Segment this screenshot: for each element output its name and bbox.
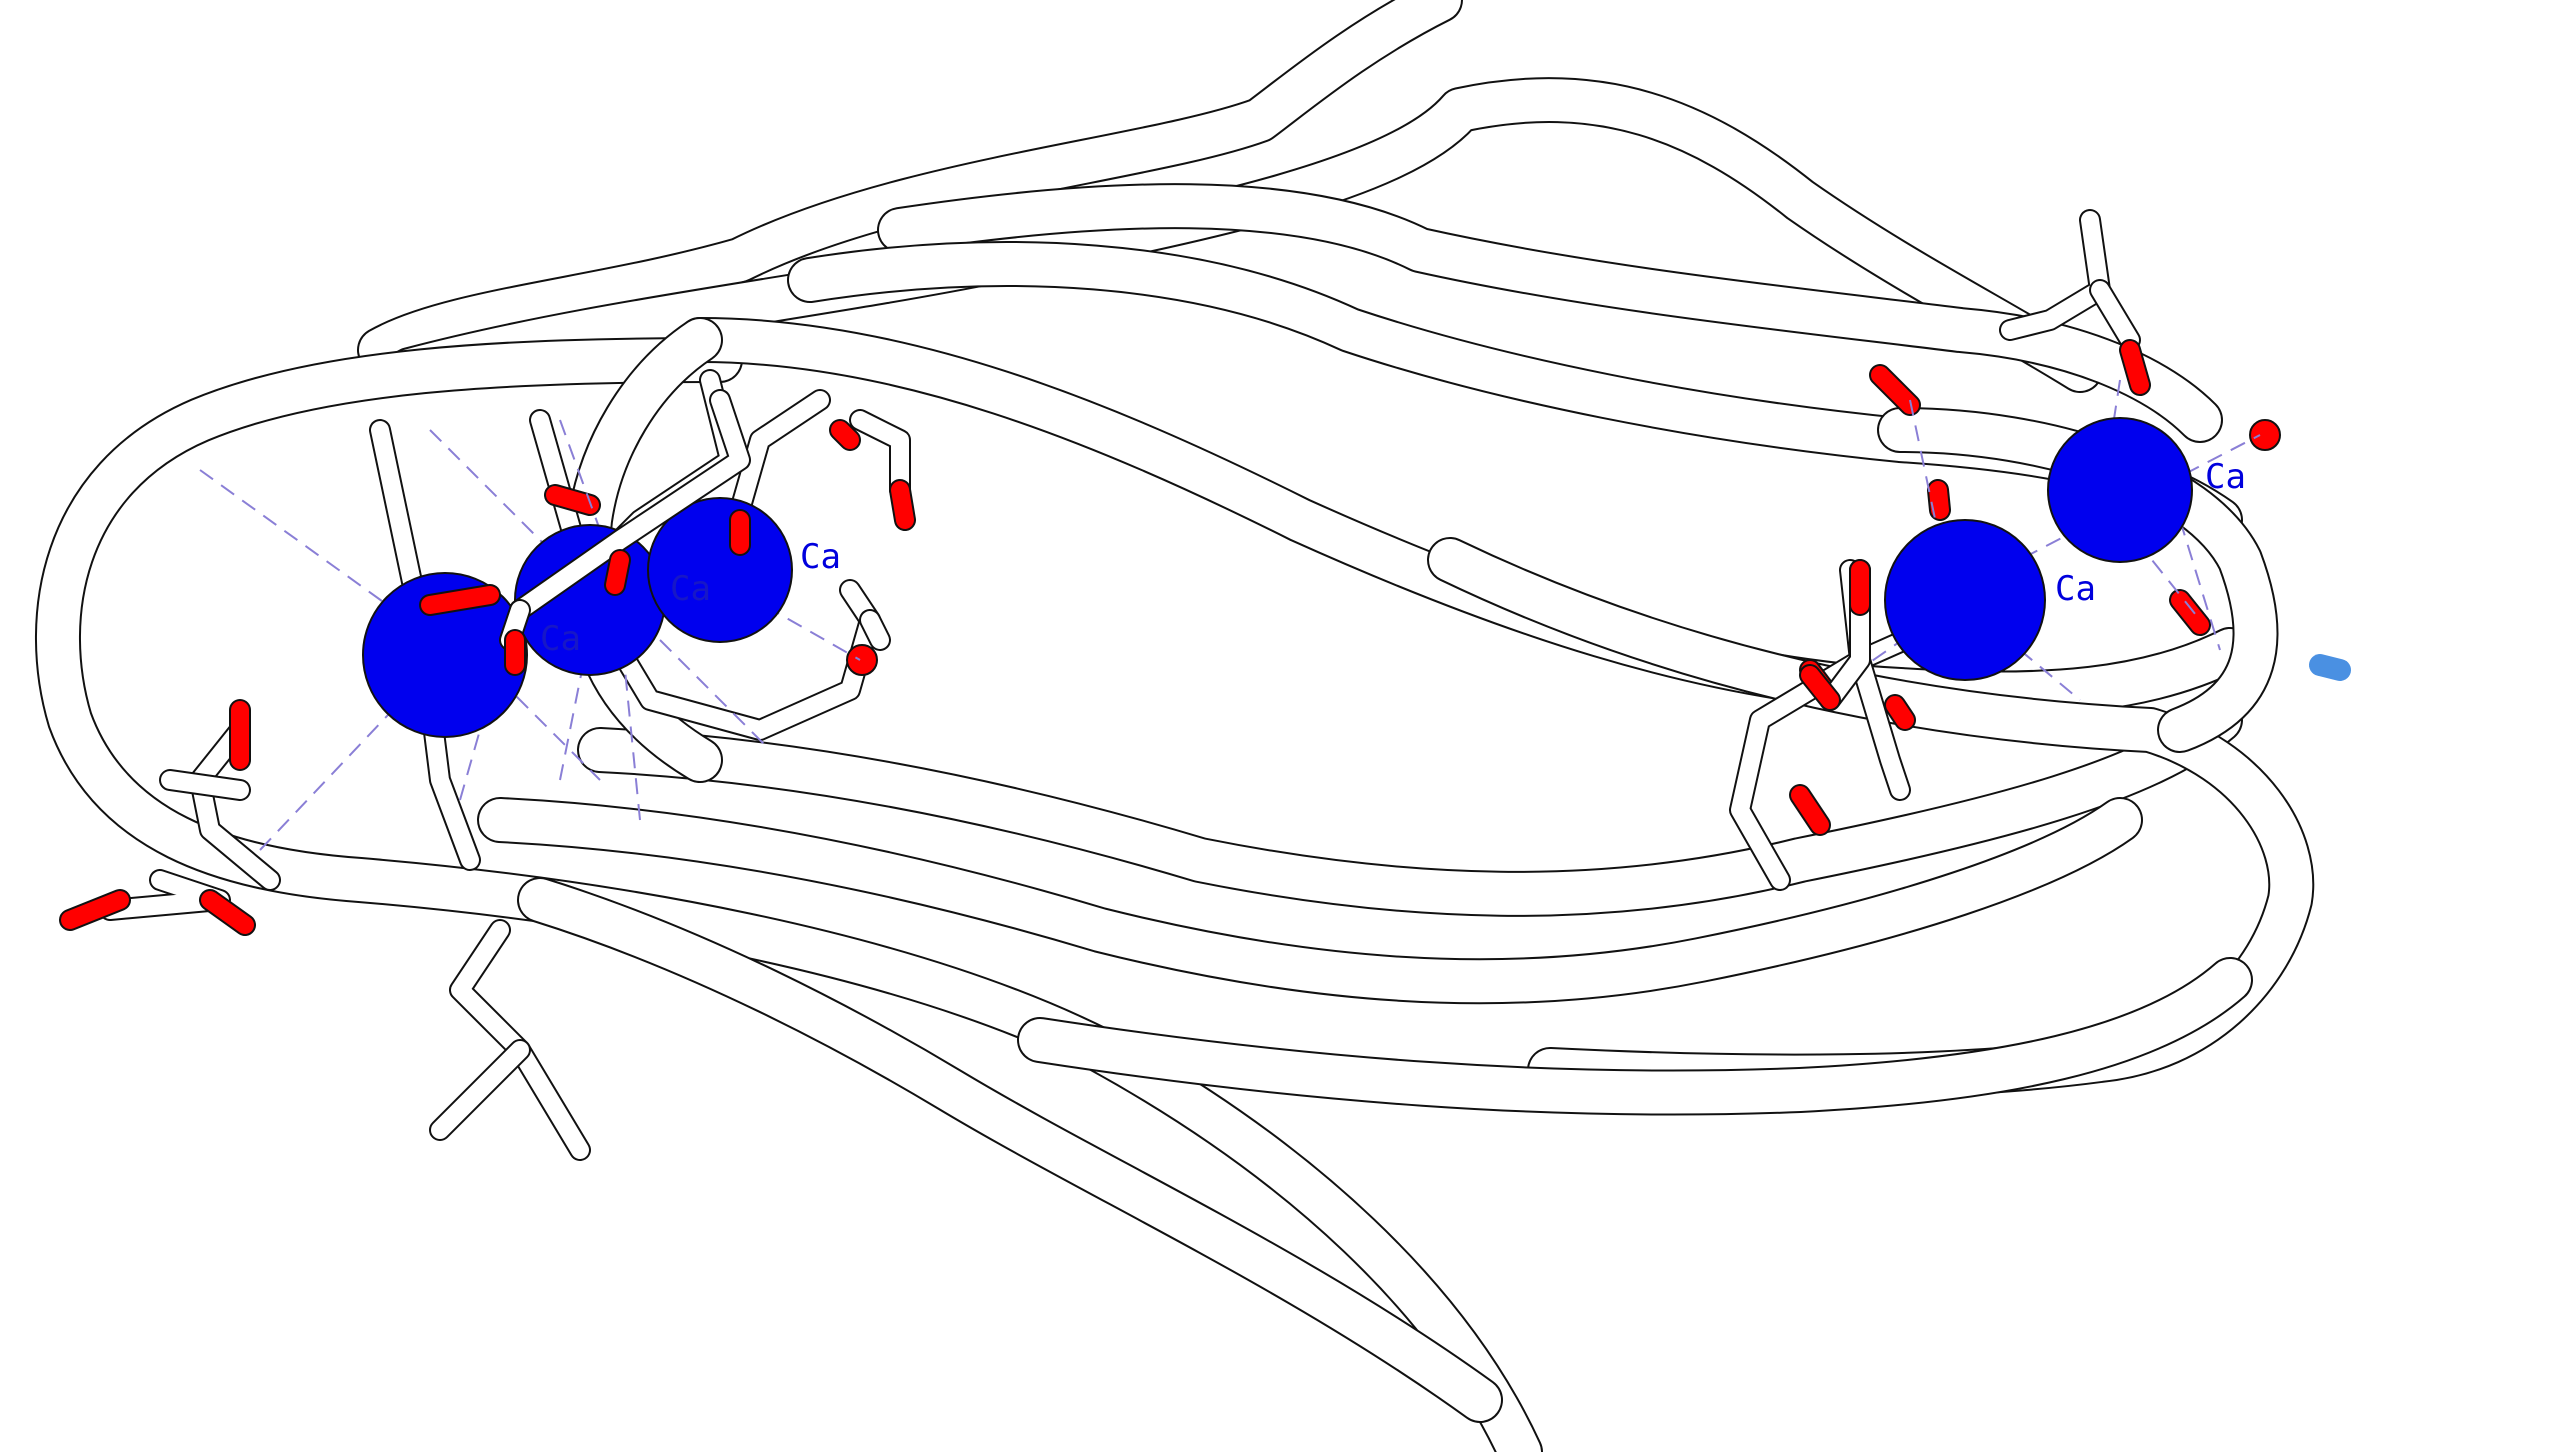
calcium-label-3: Ca — [800, 537, 841, 577]
calcium-ion-3 — [647, 497, 793, 643]
calcium-ions — [362, 417, 2193, 738]
calcium-ion-1 — [362, 572, 528, 738]
calcium-label-4: Ca — [2055, 569, 2096, 609]
calcium-label-2: Ca — [670, 569, 711, 609]
calcium-ion-4 — [1884, 519, 2046, 681]
backbone-ribbons — [34, 0, 2315, 1452]
water-oxygen-right — [2249, 419, 2281, 451]
nitrogen-atom — [2309, 654, 2351, 681]
calcium-label-1: Ca — [540, 619, 581, 659]
water-oxygen-left — [846, 644, 878, 676]
side-chains-front — [419, 389, 1871, 711]
calcium-label-5: Ca — [2205, 457, 2246, 497]
calcium-ion-5 — [2047, 417, 2193, 563]
ion-labels: Ca Ca Ca Ca Ca — [540, 457, 2246, 659]
